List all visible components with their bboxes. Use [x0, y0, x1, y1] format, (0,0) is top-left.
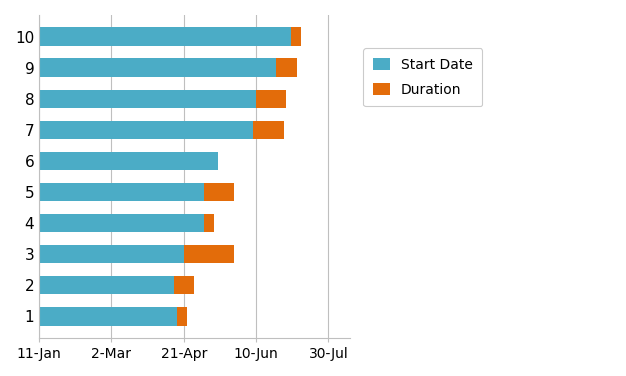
Bar — [39, 121, 253, 139]
Bar — [39, 89, 256, 108]
Bar — [39, 276, 173, 294]
Bar — [256, 89, 287, 108]
Bar — [39, 27, 290, 46]
Bar — [290, 27, 301, 46]
Bar — [184, 245, 234, 264]
Bar — [204, 214, 214, 232]
Bar — [39, 152, 218, 170]
Bar — [39, 183, 204, 201]
Bar — [39, 214, 204, 232]
Bar — [253, 121, 284, 139]
Bar — [173, 276, 194, 294]
Legend: Start Date, Duration: Start Date, Duration — [363, 48, 482, 106]
Bar — [39, 307, 177, 326]
Bar — [39, 59, 276, 77]
Bar — [276, 59, 297, 77]
Bar — [204, 183, 234, 201]
Bar — [177, 307, 187, 326]
Bar — [39, 245, 184, 264]
